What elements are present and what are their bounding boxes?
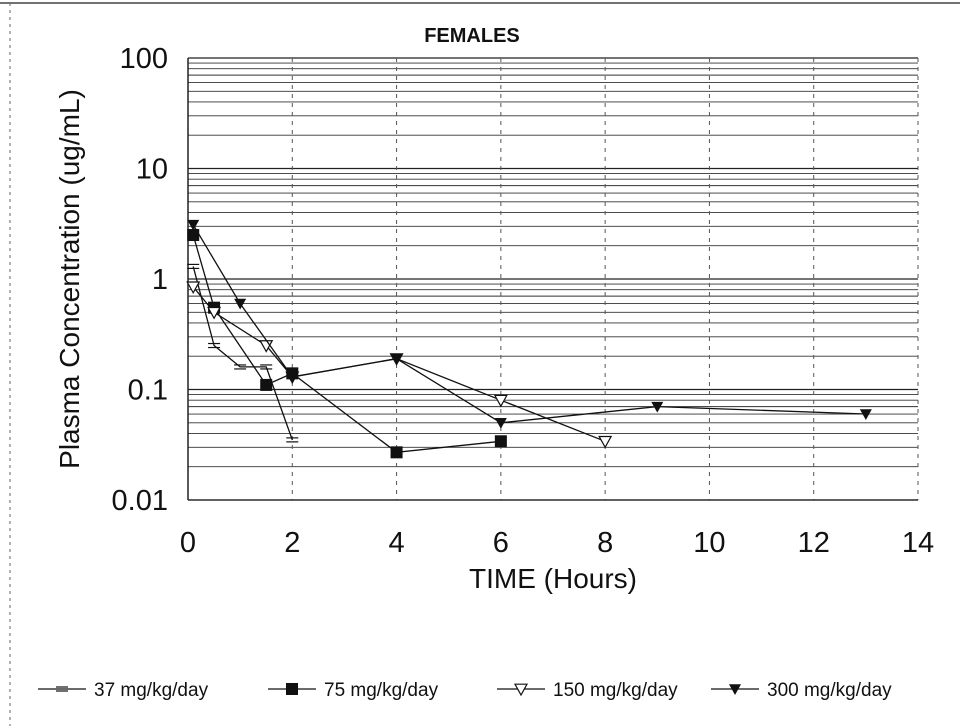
series-2 bbox=[187, 229, 507, 459]
x-tick-label: 6 bbox=[493, 527, 509, 559]
x-tick-label: 8 bbox=[597, 527, 613, 559]
legend-label: 150 mg/kg/day bbox=[553, 680, 678, 701]
x-tick-label: 10 bbox=[693, 527, 725, 559]
y-tick-label: 0.1 bbox=[128, 375, 168, 407]
y-tick-labels: 0.01 0.1 1 10 100 bbox=[112, 43, 168, 517]
data-point bbox=[494, 417, 507, 429]
series-line bbox=[192, 224, 866, 424]
legend-label: 37 mg/kg/day bbox=[94, 680, 209, 701]
series-line bbox=[192, 266, 293, 441]
legend-label: 75 mg/kg/day bbox=[324, 680, 439, 701]
data-point bbox=[187, 229, 200, 242]
y-axis-label: Plasma Concentration (ug/mL) bbox=[54, 89, 85, 469]
x-tick-labels: 0 2 4 6 8 10 12 14 bbox=[180, 527, 934, 559]
data-point bbox=[598, 435, 613, 449]
legend-item: 37 mg/kg/day bbox=[38, 680, 209, 701]
x-tick-label: 14 bbox=[902, 527, 934, 559]
legend-marker bbox=[513, 683, 529, 697]
series bbox=[186, 219, 872, 459]
data-point bbox=[286, 437, 299, 443]
legend-item: 300 mg/kg/day bbox=[711, 680, 892, 701]
series-line bbox=[192, 234, 501, 453]
data-point bbox=[390, 446, 403, 459]
series-1 bbox=[187, 263, 299, 443]
legend-item: 150 mg/kg/day bbox=[497, 680, 678, 701]
chart-title: FEMALES bbox=[424, 25, 520, 47]
data-point bbox=[390, 353, 403, 365]
legend-label: 300 mg/kg/day bbox=[767, 680, 892, 701]
data-point bbox=[286, 372, 299, 383]
y-tick-label: 0.01 bbox=[112, 485, 168, 517]
data-point bbox=[186, 281, 201, 295]
legend-marker bbox=[286, 683, 298, 695]
x-tick-label: 0 bbox=[180, 527, 196, 559]
legend-marker bbox=[729, 684, 741, 695]
data-point bbox=[260, 364, 273, 370]
grid bbox=[188, 57, 919, 501]
data-point bbox=[187, 219, 200, 231]
y-tick-label: 10 bbox=[136, 154, 168, 186]
x-tick-label: 4 bbox=[389, 527, 405, 559]
series-4 bbox=[187, 219, 872, 429]
y-tick-label: 100 bbox=[120, 43, 168, 75]
x-tick-label: 12 bbox=[798, 527, 830, 559]
legend: 37 mg/kg/day 75 mg/kg/day 150 mg/kg/day 300… bbox=[38, 680, 892, 701]
data-point bbox=[208, 342, 221, 349]
legend-marker bbox=[56, 686, 68, 692]
data-point bbox=[260, 378, 273, 391]
plot-frame bbox=[187, 58, 918, 501]
x-axis-label: TIME (Hours) bbox=[469, 563, 637, 594]
data-point bbox=[651, 401, 664, 413]
data-point bbox=[493, 394, 508, 408]
data-point bbox=[234, 298, 247, 310]
data-point bbox=[494, 435, 507, 448]
data-point bbox=[207, 306, 222, 320]
data-point bbox=[859, 409, 872, 421]
x-tick-label: 2 bbox=[284, 527, 300, 559]
y-tick-label: 1 bbox=[152, 264, 168, 296]
data-point bbox=[234, 364, 247, 370]
legend-item: 75 mg/kg/day bbox=[268, 680, 439, 701]
data-point bbox=[187, 263, 200, 270]
